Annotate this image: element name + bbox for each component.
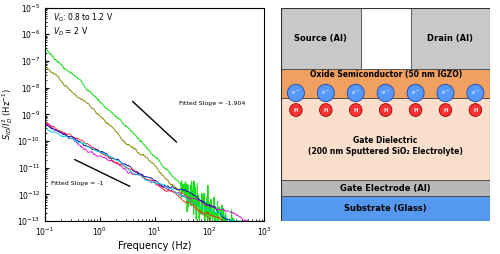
Text: H: H (354, 107, 358, 113)
Text: H: H (294, 107, 298, 113)
Bar (410, 8, 490, 70)
Text: Gate Electrode (Al): Gate Electrode (Al) (340, 184, 431, 193)
Text: Source (Al): Source (Al) (294, 34, 348, 43)
Y-axis label: $S_{ID}/I_D^2$ (Hz$^{-1}$): $S_{ID}/I_D^2$ (Hz$^{-1}$) (0, 88, 14, 140)
Text: $e^-$: $e^-$ (322, 89, 330, 97)
Circle shape (407, 84, 424, 102)
X-axis label: Frequency (Hz): Frequency (Hz) (118, 241, 192, 251)
Circle shape (290, 104, 302, 116)
Circle shape (288, 84, 304, 102)
Circle shape (467, 84, 484, 102)
Bar (282, 70, 490, 98)
Text: $e^-$: $e^-$ (292, 89, 300, 97)
Text: Drain (Al): Drain (Al) (428, 34, 474, 43)
Text: $e^-$: $e^-$ (471, 89, 480, 97)
Circle shape (377, 84, 394, 102)
Text: H: H (384, 107, 388, 113)
Text: H: H (324, 107, 328, 113)
Bar (282, 98, 490, 180)
Circle shape (318, 84, 334, 102)
Circle shape (320, 104, 332, 116)
Text: Fitted Slope = -1: Fitted Slope = -1 (51, 181, 104, 186)
Text: $V_{D}$ = 2 V: $V_{D}$ = 2 V (53, 25, 88, 38)
Text: Gate Dielectric
(200 nm Sputtered SiO₂ Electrolyte): Gate Dielectric (200 nm Sputtered SiO₂ E… (308, 136, 463, 156)
Text: $e^-$: $e^-$ (441, 89, 450, 97)
Bar (282, 8, 360, 70)
Circle shape (380, 104, 392, 116)
Circle shape (469, 104, 482, 116)
Bar (282, 196, 490, 221)
Text: H: H (414, 107, 418, 113)
Text: $e^-$: $e^-$ (381, 89, 390, 97)
Text: H: H (444, 107, 448, 113)
Text: Oxide Semiconductor (50 nm IGZO): Oxide Semiconductor (50 nm IGZO) (310, 70, 462, 79)
Text: H: H (473, 107, 478, 113)
Text: $V_{G}$: 0.8 to 1.2 V: $V_{G}$: 0.8 to 1.2 V (53, 12, 114, 24)
Circle shape (350, 104, 362, 116)
Circle shape (437, 84, 454, 102)
Circle shape (347, 84, 364, 102)
Text: $e^-$: $e^-$ (411, 89, 420, 97)
Circle shape (410, 104, 422, 116)
Text: $e^-$: $e^-$ (352, 89, 360, 97)
Text: Fitted Slope = -1.904: Fitted Slope = -1.904 (179, 101, 246, 106)
Bar (282, 180, 490, 196)
Circle shape (439, 104, 452, 116)
Text: Substrate (Glass): Substrate (Glass) (344, 204, 427, 213)
